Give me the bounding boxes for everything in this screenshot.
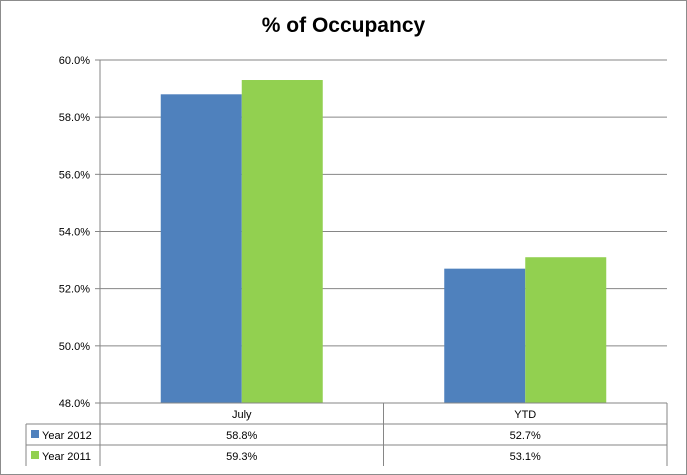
legend-key-year-2012 — [31, 430, 39, 438]
bar-year-2012-ytd — [444, 268, 526, 403]
bar-year-2011-july — [241, 80, 323, 403]
table-value-cell: 53.1% — [510, 451, 541, 463]
y-tick-label: 56.0% — [59, 169, 90, 181]
y-tick-label: 52.0% — [59, 284, 90, 296]
table-value-cell: 52.7% — [510, 430, 541, 442]
legend-key-year-2011 — [31, 451, 39, 459]
y-tick-label: 54.0% — [59, 227, 90, 239]
chart-title: % of Occupancy — [261, 14, 426, 37]
y-tick-label: 58.0% — [59, 112, 90, 124]
legend-series-name: Year 2011 — [42, 451, 91, 463]
x-category-label: July — [232, 409, 252, 421]
bar-year-2011-ytd — [525, 257, 607, 403]
table-value-cell: 58.8% — [226, 430, 257, 442]
y-tick-label: 48.0% — [59, 398, 90, 410]
y-tick-label: 60.0% — [59, 55, 90, 67]
x-category-label: YTD — [514, 409, 536, 421]
table-value-cell: 59.3% — [226, 451, 257, 463]
y-tick-label: 50.0% — [59, 341, 90, 353]
bar-year-2012-july — [160, 94, 242, 404]
legend-series-name: Year 2012 — [42, 430, 92, 442]
